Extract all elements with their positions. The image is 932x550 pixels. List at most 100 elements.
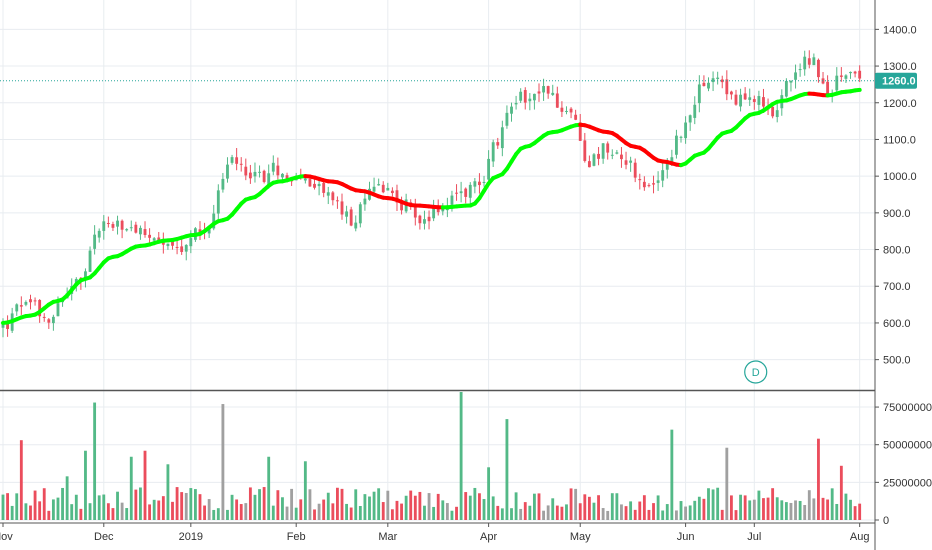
volume-bar (51, 499, 55, 520)
volume-bar (514, 492, 518, 520)
volume-bar (276, 490, 280, 520)
interval-marker[interactable] (744, 360, 768, 384)
candle-body (363, 198, 367, 205)
price-pane (1, 50, 862, 338)
volume-bar (555, 505, 559, 520)
time-tick-label: Nov (0, 531, 13, 543)
candle-body (212, 213, 216, 229)
volume-bar (326, 492, 330, 520)
volume-bar (143, 450, 147, 520)
volume-bar (102, 494, 106, 520)
candle-body (757, 96, 761, 105)
volume-bar (702, 498, 706, 520)
volume-bar (368, 496, 371, 520)
candle-body (748, 97, 752, 100)
candle-body (395, 190, 399, 203)
volume-bar (464, 492, 468, 520)
candle-body (308, 178, 312, 187)
volume-bar (303, 461, 307, 520)
volume-bar (161, 496, 165, 520)
candle-body (235, 157, 239, 164)
volume-bar (184, 493, 188, 520)
volume-bar (33, 490, 37, 520)
volume-bar (290, 488, 294, 520)
volume-bar (629, 501, 633, 520)
volume-bar (345, 503, 349, 520)
candle-body (15, 304, 19, 312)
volume-bar (129, 456, 133, 520)
candle-body (125, 229, 129, 231)
candle-body (578, 122, 582, 141)
price-tick-label: 800.0 (883, 245, 911, 257)
candle-body (762, 97, 765, 107)
candle-body (413, 206, 417, 218)
candle-body (734, 94, 738, 105)
volume-bar (436, 493, 440, 520)
volume-bar (450, 510, 454, 520)
candle-body (853, 71, 857, 74)
volume-bar (794, 500, 797, 520)
time-tick-label: Feb (287, 531, 306, 543)
volume-bar (771, 488, 775, 520)
candle-body (189, 238, 193, 247)
volume-bar (752, 499, 756, 520)
volume-bar (226, 509, 229, 520)
candle-body (583, 140, 587, 161)
time-tick-label: Jul (747, 531, 761, 543)
candle-body (839, 75, 843, 77)
candle-body (262, 170, 266, 182)
candle-body (487, 158, 491, 180)
overlays: 1260.0 D (0, 72, 917, 384)
volume-bar (839, 465, 843, 520)
candle-body (523, 90, 527, 103)
volume-bar (423, 505, 426, 520)
volume-bar (120, 502, 124, 520)
volume-bar (844, 493, 848, 520)
price-tick-label: 1200.0 (883, 98, 917, 110)
volume-bar (455, 506, 458, 520)
volume-bar (258, 489, 261, 520)
candle-body (184, 244, 188, 252)
candle-body (134, 224, 138, 233)
volume-bar (775, 497, 779, 520)
candle-body (702, 82, 706, 87)
volume-bar (500, 508, 504, 520)
candle-body (326, 192, 330, 196)
candle-body (665, 162, 669, 170)
volume-bar (24, 503, 28, 520)
volume-bar (322, 499, 326, 520)
volume-bar (336, 487, 339, 520)
candle-body (33, 300, 37, 302)
candle-body (349, 209, 353, 226)
candle-body (377, 184, 381, 186)
price-tick-label: 500.0 (883, 355, 911, 367)
volume-bar (29, 505, 32, 520)
candle-body (313, 183, 316, 188)
candle-body (400, 200, 403, 211)
candle-body (798, 69, 802, 71)
candle-body (354, 222, 358, 229)
volume-bar (620, 504, 623, 520)
volume-bar (661, 510, 665, 520)
volume-bar (175, 487, 179, 520)
volume-bar (409, 490, 413, 520)
candle-body (171, 240, 174, 246)
candle-body (372, 186, 376, 192)
candle-body (216, 190, 220, 214)
candle-body (93, 234, 97, 249)
volume-bar (725, 447, 729, 520)
volume-bar (372, 491, 376, 520)
volume-bar (404, 495, 408, 520)
candle-body (38, 299, 42, 317)
volume-bar (853, 506, 857, 520)
volume-bar (528, 505, 532, 520)
volume-bar (285, 506, 289, 520)
candle-body (441, 208, 445, 212)
candle-body (230, 157, 234, 163)
candle-body (638, 179, 642, 181)
candle-body (610, 154, 614, 156)
volume-bar (693, 500, 697, 520)
candle-body (331, 192, 335, 201)
volume-bar (537, 493, 541, 520)
